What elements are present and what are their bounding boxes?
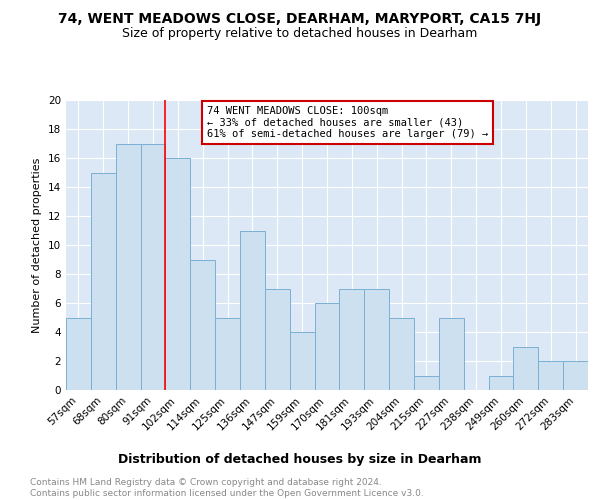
Bar	[563, 361, 588, 390]
Bar	[240, 230, 265, 390]
Y-axis label: Number of detached properties: Number of detached properties	[32, 158, 43, 332]
Bar	[414, 376, 439, 390]
Bar	[190, 260, 215, 390]
Text: 74, WENT MEADOWS CLOSE, DEARHAM, MARYPORT, CA15 7HJ: 74, WENT MEADOWS CLOSE, DEARHAM, MARYPOR…	[58, 12, 542, 26]
Text: Contains HM Land Registry data © Crown copyright and database right 2024.
Contai: Contains HM Land Registry data © Crown c…	[30, 478, 424, 498]
Bar	[514, 346, 538, 390]
Text: 74 WENT MEADOWS CLOSE: 100sqm
← 33% of detached houses are smaller (43)
61% of s: 74 WENT MEADOWS CLOSE: 100sqm ← 33% of d…	[207, 106, 488, 139]
Bar	[314, 303, 340, 390]
Text: Size of property relative to detached houses in Dearham: Size of property relative to detached ho…	[122, 28, 478, 40]
Bar	[265, 288, 290, 390]
Bar	[166, 158, 190, 390]
Bar	[116, 144, 140, 390]
Bar	[488, 376, 514, 390]
Bar	[140, 144, 166, 390]
Bar	[538, 361, 563, 390]
Bar	[290, 332, 314, 390]
Bar	[215, 318, 240, 390]
Bar	[439, 318, 464, 390]
Text: Distribution of detached houses by size in Dearham: Distribution of detached houses by size …	[118, 452, 482, 466]
Bar	[364, 288, 389, 390]
Bar	[340, 288, 364, 390]
Bar	[66, 318, 91, 390]
Bar	[389, 318, 414, 390]
Bar	[91, 172, 116, 390]
